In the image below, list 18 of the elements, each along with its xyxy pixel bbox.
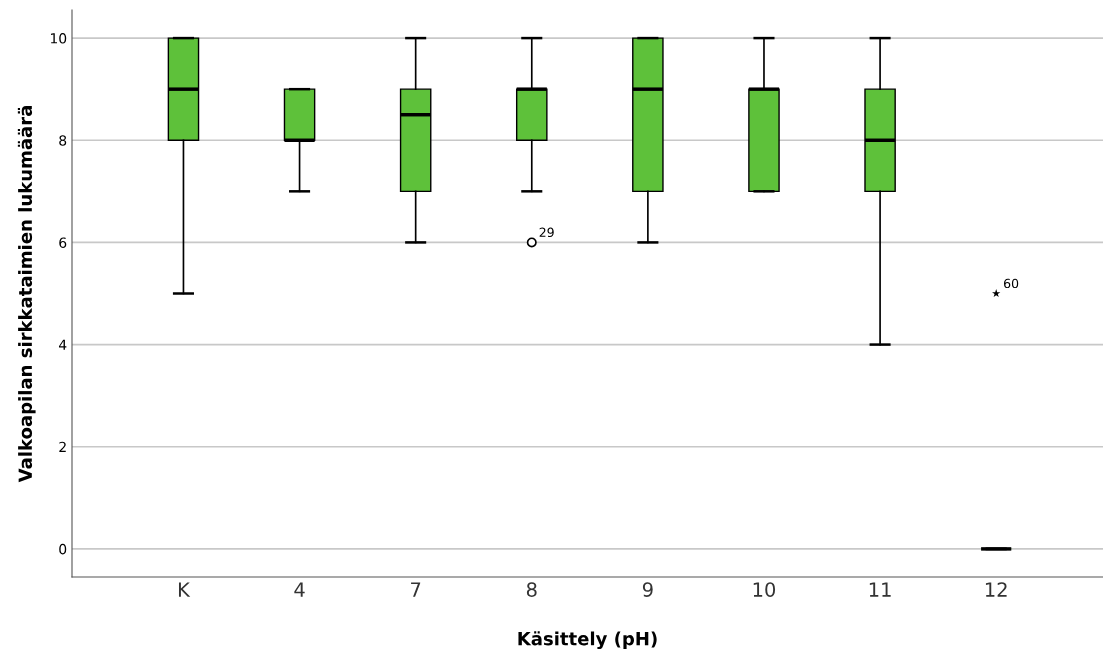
y-tick-label: 4 (58, 339, 67, 350)
x-tick-label: 10 (753, 582, 776, 597)
annotation: 60 (1004, 278, 1019, 289)
annotation: 29 (539, 227, 554, 238)
x-tick-label: 12 (985, 582, 1007, 597)
y-tick-label: 2 (59, 441, 66, 453)
y-tick-label: 0 (59, 543, 67, 555)
y-tick-label: 10 (50, 33, 67, 44)
x-tick-label: 4 (294, 582, 305, 597)
x-tick-label: 9 (642, 582, 653, 597)
x-tick-label: 8 (526, 582, 537, 597)
y-tick-label: 8 (59, 135, 67, 146)
x-tick-label: K (178, 582, 191, 597)
x-tick-label: 11 (869, 582, 891, 597)
x-tick-label: 7 (411, 582, 421, 597)
y-tick-label: 6 (59, 237, 67, 248)
y-axis-title: Valkoapilan sirkkataimien lukumäärä (17, 106, 36, 483)
x-axis-title: Käsittely (pH) (518, 631, 657, 650)
